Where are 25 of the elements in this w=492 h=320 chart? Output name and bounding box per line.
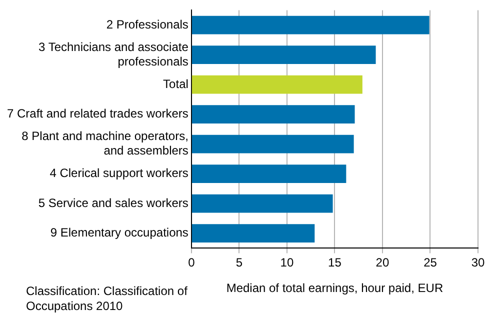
y-tick-label: Total — [163, 76, 188, 91]
y-tick-label: 7 Craft and related trades workers — [6, 106, 188, 121]
bar — [192, 194, 333, 213]
x-tick-label: 30 — [471, 256, 485, 270]
x-tick-label: 0 — [188, 256, 196, 270]
bar — [192, 164, 346, 184]
y-tick-label: 3 Technicians and associate professionals — [38, 40, 189, 68]
x-tick-label: 20 — [376, 256, 390, 270]
text: Classification: Classification of Occupations 2010 — [26, 284, 188, 314]
bar — [192, 134, 354, 154]
y-tick-label: 9 Elementary occupations — [50, 226, 188, 240]
y-tick-label: 8 Plant and machine operators, and assemblers — [22, 129, 188, 158]
x-axis-title: Median of total earnings, hour paid, EUR — [226, 281, 444, 296]
bar — [192, 46, 376, 64]
bar — [192, 16, 430, 34]
y-tick-label: 5 Service and sales workers — [38, 196, 188, 210]
bar — [192, 75, 362, 94]
y-tick-label: 2 Professionals — [106, 17, 188, 32]
x-tick-label: 10 — [280, 256, 294, 270]
y-tick-label: 4 Clerical support workers — [50, 166, 188, 180]
bar — [192, 224, 315, 243]
bar — [192, 105, 355, 124]
x-tick-label: 15 — [328, 256, 342, 270]
x-tick-label: 5 — [236, 256, 243, 270]
x-tick-label: 25 — [424, 256, 438, 270]
